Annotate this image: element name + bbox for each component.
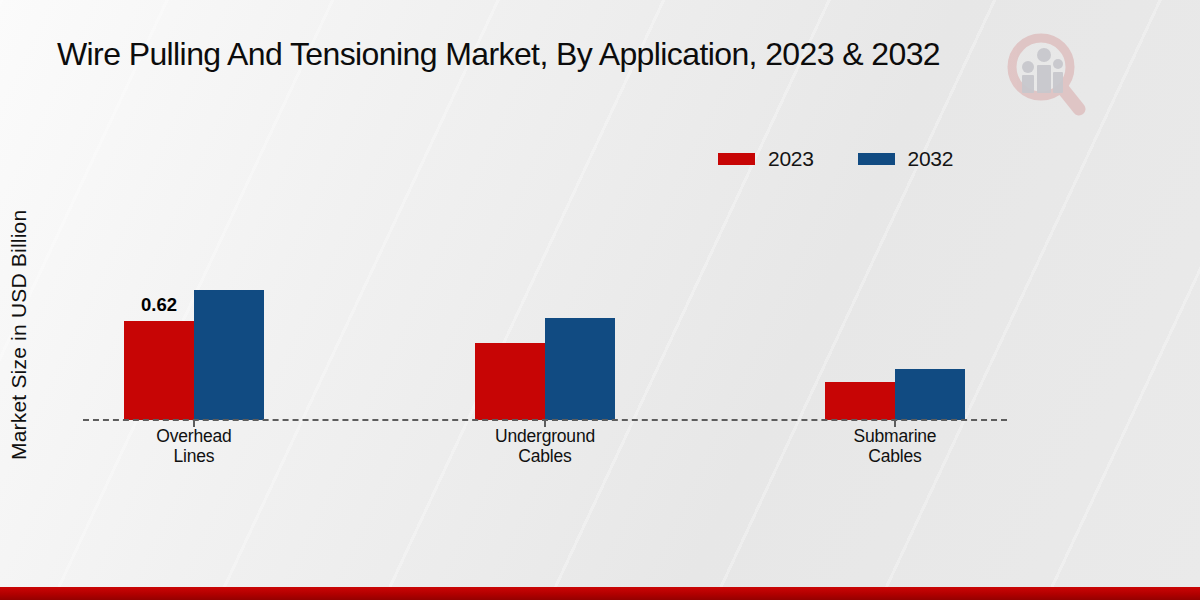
chart-title: Wire Pulling And Tensioning Market, By A… bbox=[57, 36, 940, 73]
category-label-overhead-lines: Overhead Lines bbox=[94, 427, 294, 466]
chart-canvas: Wire Pulling And Tensioning Market, By A… bbox=[0, 0, 1200, 600]
bar-2032-overhead-lines bbox=[194, 290, 264, 420]
bar-2032-underground-cables bbox=[545, 318, 615, 420]
bar-2032-submarine-cables bbox=[895, 369, 965, 420]
legend-swatch-2023 bbox=[718, 153, 755, 165]
legend-label: 2032 bbox=[908, 147, 954, 171]
plot-area: 0.62 Overhead Lines Underground Cables Subm… bbox=[0, 0, 1200, 600]
y-axis-label: Market Size in USD Billion bbox=[4, 140, 34, 530]
bar-value-label: 0.62 bbox=[124, 294, 194, 316]
bar-2023-underground-cables bbox=[475, 343, 545, 420]
legend-item-2023: 2023 bbox=[718, 147, 814, 171]
legend-label: 2023 bbox=[768, 147, 814, 171]
bar-2023-submarine-cables bbox=[825, 382, 895, 420]
legend: 2023 2032 bbox=[718, 147, 953, 171]
legend-item-2032: 2032 bbox=[858, 147, 954, 171]
category-label-underground-cables: Underground Cables bbox=[445, 427, 645, 466]
category-label-submarine-cables: Submarine Cables bbox=[795, 427, 995, 466]
x-axis-baseline bbox=[83, 419, 1007, 421]
bar-2023-overhead-lines bbox=[124, 321, 194, 420]
bottom-accent-bar bbox=[0, 587, 1200, 600]
legend-swatch-2032 bbox=[858, 153, 895, 165]
